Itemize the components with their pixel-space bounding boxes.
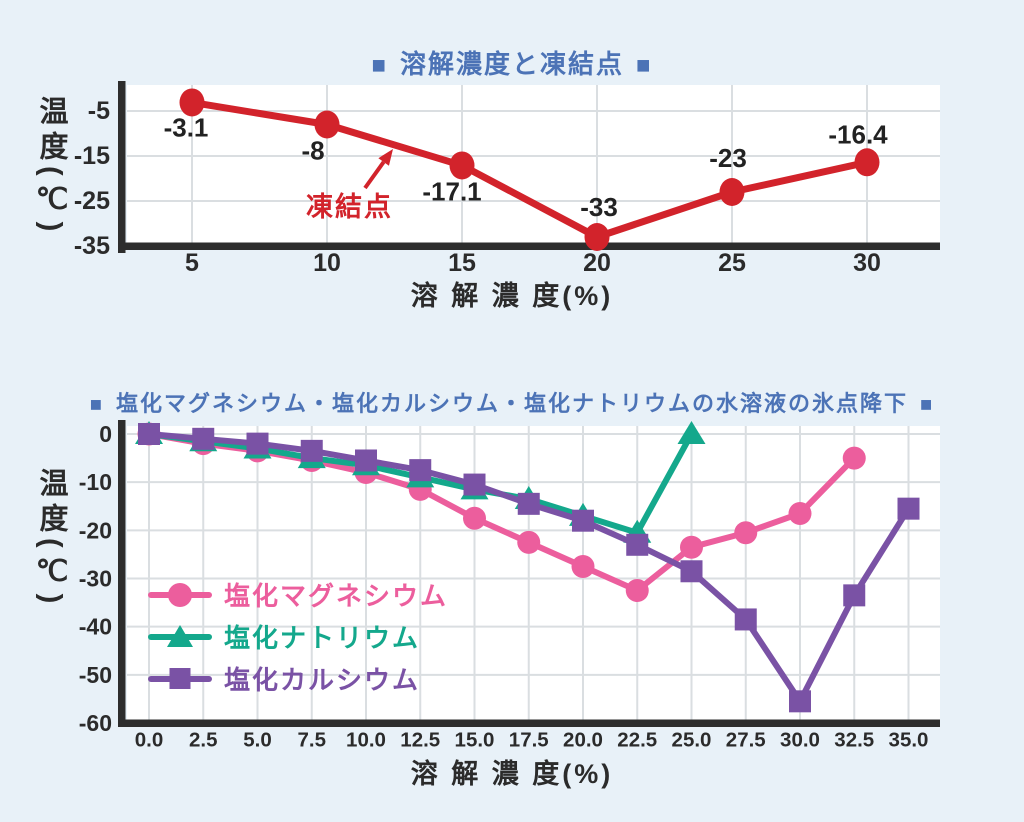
title-square-left-icon: ■ xyxy=(371,52,388,79)
svg-text:10.0: 10.0 xyxy=(346,729,386,752)
svg-text:20.0: 20.0 xyxy=(563,729,603,752)
chart1-x-axis-label: 溶 解 濃 度(%) xyxy=(410,281,614,311)
magnesium-chloride-marker-icon xyxy=(148,581,212,608)
svg-text:-60: -60 xyxy=(79,710,112,736)
svg-text:2.5: 2.5 xyxy=(189,729,218,752)
svg-text:-50: -50 xyxy=(79,662,112,688)
title-square-left-icon: ■ xyxy=(89,394,104,416)
svg-text:15.0: 15.0 xyxy=(455,729,495,752)
svg-text:25: 25 xyxy=(718,249,746,277)
svg-text:-30: -30 xyxy=(79,566,112,592)
legend-label: 塩化ナトリウム xyxy=(224,623,421,653)
svg-text:5: 5 xyxy=(185,249,199,277)
legend-item-magnesium-chloride: 塩化マグネシウム xyxy=(148,581,448,611)
svg-text:17.5: 17.5 xyxy=(509,729,549,752)
svg-text:-16.4: -16.4 xyxy=(828,119,888,149)
svg-text:-15: -15 xyxy=(74,142,110,170)
svg-text:30.0: 30.0 xyxy=(780,729,820,752)
title-square-right-icon: ■ xyxy=(920,394,935,416)
svg-text:27.5: 27.5 xyxy=(726,729,766,752)
svg-text:10: 10 xyxy=(313,249,341,277)
svg-text:-10: -10 xyxy=(79,469,112,495)
svg-text:-5: -5 xyxy=(88,97,110,125)
sodium-chloride-marker-icon xyxy=(148,623,212,650)
svg-text:-40: -40 xyxy=(79,614,112,640)
svg-text:12.5: 12.5 xyxy=(400,729,440,752)
svg-text:25.0: 25.0 xyxy=(672,729,712,752)
svg-text:15: 15 xyxy=(448,249,476,277)
svg-text:-23: -23 xyxy=(709,143,747,173)
legend-item-calcium-chloride: 塩化カルシウム xyxy=(148,665,448,695)
svg-text:-3.1: -3.1 xyxy=(164,112,209,142)
legend-label: 塩化カルシウム xyxy=(224,665,421,695)
chart1-title: ■ 溶解濃度と凍結点 ■ xyxy=(0,44,1024,81)
svg-text:-33: -33 xyxy=(580,192,618,222)
svg-text:30: 30 xyxy=(853,249,881,277)
svg-text:20: 20 xyxy=(583,249,611,277)
chart2-y-axis-label: 温度(℃) xyxy=(35,468,67,610)
chart2-x-axis-label: 溶 解 濃 度(%) xyxy=(410,759,614,789)
chart1-plot-area: -5 -15 -25 -35 5 10 15 20 25 30 -3.1 -8 -17.1 -33 -23 -… xyxy=(74,81,940,277)
chart1-y-axis-label: 温度(℃) xyxy=(35,96,67,238)
svg-text:35.0: 35.0 xyxy=(889,729,929,752)
legend-item-sodium-chloride: 塩化ナトリウム xyxy=(148,623,448,653)
svg-text:-8: -8 xyxy=(301,136,324,166)
svg-text:-17.1: -17.1 xyxy=(422,176,481,206)
chart1-title-text: 溶解濃度と凍結点 xyxy=(399,49,624,79)
chart2-plot-area: 0 -10 -20 -30 -40 -50 -60 0.0 2.5 5.0 7.5 10.0 12.5 1… xyxy=(79,420,940,752)
svg-text:-20: -20 xyxy=(79,517,112,543)
chart2-title-text: 塩化マグネシウム・塩化カルシウム・塩化ナトリウムの水溶液の氷点降下 xyxy=(115,391,908,416)
calcium-chloride-marker-icon xyxy=(148,665,212,692)
svg-text:32.5: 32.5 xyxy=(834,729,874,752)
svg-text:-25: -25 xyxy=(74,187,110,215)
svg-text:7.5: 7.5 xyxy=(298,729,327,752)
svg-text:22.5: 22.5 xyxy=(617,729,657,752)
legend: 塩化マグネシウム 塩化ナトリウム 塩化カルシウム xyxy=(148,581,448,695)
title-square-right-icon: ■ xyxy=(636,52,653,79)
svg-text:0.0: 0.0 xyxy=(135,729,164,752)
svg-text:0: 0 xyxy=(99,421,112,447)
svg-text:5.0: 5.0 xyxy=(243,729,272,752)
legend-label: 塩化マグネシウム xyxy=(224,581,449,611)
chart2-title: ■ 塩化マグネシウム・塩化カルシウム・塩化ナトリウムの水溶液の氷点降下 ■ xyxy=(0,386,1024,418)
freezing-point-annotation: 凍結点 xyxy=(306,192,393,222)
svg-text:-35: -35 xyxy=(74,232,110,260)
